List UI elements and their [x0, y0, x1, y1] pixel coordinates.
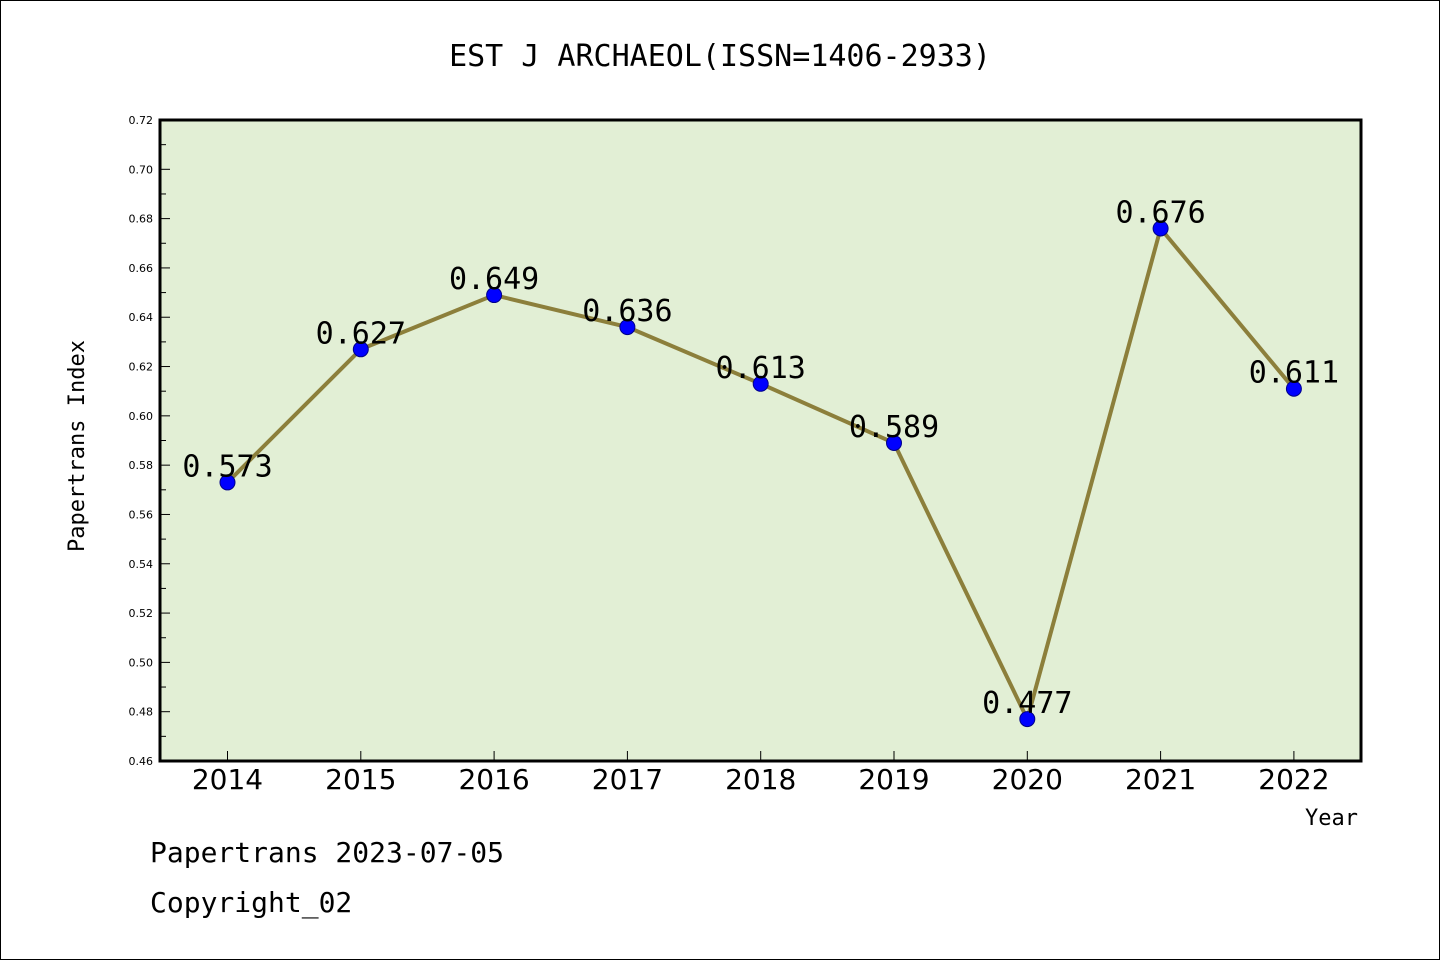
- y-tick-label: 0.62: [129, 361, 154, 374]
- data-labels: 0.573 0.627 0.649 0.636 0.613 0.589 0.477 0.676…: [182, 195, 1339, 721]
- y-tick-label: 0.48: [129, 706, 154, 719]
- x-axis-label: Year: [1305, 806, 1358, 831]
- data-point: [752, 375, 769, 392]
- y-tick-label: 0.56: [129, 508, 154, 521]
- y-tick-label: 0.64: [129, 311, 154, 324]
- y-tick-label: 0.50: [129, 656, 154, 669]
- x-tick-label: 2017: [592, 763, 663, 796]
- x-axis: 2014 2015 2016 2017 2018 2019 2020 2021 2022: [192, 751, 1330, 796]
- y-tick-label: 0.70: [129, 163, 154, 176]
- y-tick-label: 0.72: [129, 114, 154, 127]
- x-tick-label: 2021: [1125, 763, 1196, 796]
- y-tick-label: 0.52: [129, 607, 154, 620]
- chart-title: EST J ARCHAEOL(ISSN=1406-2933): [449, 39, 991, 74]
- data-label: 0.573: [182, 449, 272, 484]
- y-tick-label: 0.66: [129, 262, 154, 275]
- data-point: [486, 287, 503, 304]
- series-line-group: [219, 220, 1302, 728]
- x-tick-label: 2016: [458, 763, 529, 796]
- data-point: [219, 474, 236, 491]
- data-label: 0.649: [449, 262, 539, 297]
- x-tick-label: 2014: [192, 763, 263, 796]
- x-tick-label: 2018: [725, 763, 796, 796]
- y-tick-label: 0.60: [129, 410, 154, 423]
- data-point: [1019, 711, 1036, 728]
- footer-copyright: Copyright_02: [150, 886, 353, 919]
- data-point: [1152, 220, 1169, 237]
- y-tick-label: 0.46: [129, 755, 154, 768]
- x-tick-label: 2019: [858, 763, 929, 796]
- footer-date: Papertrans 2023-07-05: [150, 836, 505, 869]
- y-tick-label: 0.54: [129, 558, 154, 571]
- x-tick-label: 2022: [1258, 763, 1329, 796]
- data-label: 0.613: [716, 351, 806, 386]
- data-point: [619, 319, 636, 336]
- x-tick-label: 2020: [992, 763, 1063, 796]
- y-tick-label: 0.58: [129, 459, 154, 472]
- data-point: [1285, 380, 1302, 397]
- y-tick-label: 0.68: [129, 213, 154, 226]
- data-label: 0.477: [982, 686, 1072, 721]
- data-point: [886, 434, 902, 451]
- data-point: [352, 341, 369, 358]
- data-label: 0.589: [849, 410, 939, 445]
- x-tick-label: 2015: [325, 763, 396, 796]
- data-label: 0.627: [316, 316, 406, 351]
- data-label: 0.676: [1115, 195, 1205, 230]
- data-label: 0.611: [1249, 356, 1339, 391]
- data-label: 0.636: [582, 294, 672, 329]
- y-axis: 0.46 0.48 0.50 0.52 0.54 0.56 0.58 0.60 0.62 0.64…: [129, 114, 170, 768]
- y-axis-label: Papertrans Index: [65, 340, 90, 552]
